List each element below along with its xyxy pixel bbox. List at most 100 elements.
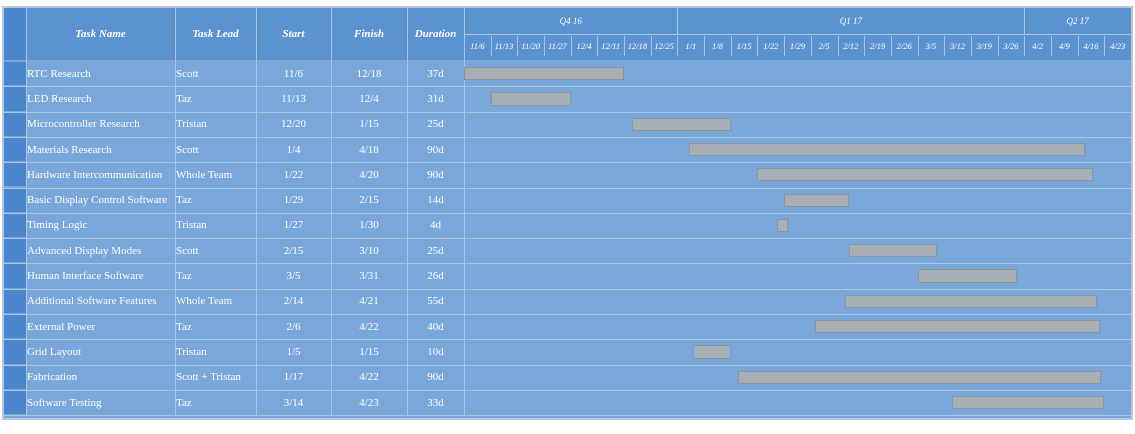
task-name-cell[interactable]: RTC Research xyxy=(27,67,91,80)
task-start-cell[interactable]: 2/14 xyxy=(283,295,304,308)
task-lead-cell[interactable]: Taz xyxy=(176,92,192,105)
task-lead-cell[interactable]: Taz xyxy=(176,270,192,283)
row-index-cell[interactable] xyxy=(4,289,26,313)
task-duration-cell[interactable]: 90d xyxy=(427,371,444,384)
column-header-duration[interactable]: Duration xyxy=(414,28,457,40)
task-start-cell[interactable]: 1/4 xyxy=(286,143,301,156)
task-duration-cell[interactable]: 55d xyxy=(427,295,444,308)
task-lead-cell[interactable]: Taz xyxy=(176,194,192,207)
task-lead-cell[interactable]: Taz xyxy=(176,320,192,333)
task-finish-cell[interactable]: 4/21 xyxy=(359,295,379,308)
row-index-cell[interactable] xyxy=(4,112,26,136)
task-duration-cell[interactable]: 10d xyxy=(427,345,444,358)
task-start-cell[interactable]: 1/17 xyxy=(283,371,304,384)
task-start-cell[interactable]: 3/5 xyxy=(286,270,301,283)
task-name-cell[interactable]: Basic Display Control Software xyxy=(27,194,168,207)
task-bar[interactable] xyxy=(814,320,1101,334)
task-bar[interactable] xyxy=(688,142,1086,157)
task-bar[interactable] xyxy=(776,218,788,233)
column-header-start[interactable]: Start xyxy=(282,28,305,40)
row-index-cell[interactable] xyxy=(4,315,26,339)
task-lead-cell[interactable]: Taz xyxy=(176,396,192,409)
row-index-cell[interactable] xyxy=(4,239,26,263)
task-finish-cell[interactable]: 1/30 xyxy=(359,219,379,232)
task-finish-cell[interactable]: 4/22 xyxy=(359,320,379,333)
task-start-cell[interactable]: 3/14 xyxy=(283,396,304,409)
row-index-cell[interactable] xyxy=(4,87,26,111)
task-name-cell[interactable]: Software Testing xyxy=(27,396,102,409)
task-name-cell[interactable]: Microcontroller Research xyxy=(27,118,140,131)
task-bar[interactable] xyxy=(845,294,1097,308)
column-header-finish[interactable]: Finish xyxy=(354,28,384,40)
task-finish-cell[interactable]: 4/20 xyxy=(359,168,379,181)
task-bar[interactable] xyxy=(917,269,1017,283)
task-duration-cell[interactable]: 40d xyxy=(427,320,444,333)
task-finish-cell[interactable]: 2/15 xyxy=(359,194,379,207)
task-name-cell[interactable]: Hardware Intercommunication xyxy=(27,168,163,181)
task-name-cell[interactable]: Materials Research xyxy=(27,143,112,156)
task-lead-cell[interactable]: Whole Team xyxy=(176,168,233,181)
row-index-cell[interactable] xyxy=(4,264,26,288)
task-finish-cell[interactable]: 12/18 xyxy=(356,67,382,80)
task-start-cell[interactable]: 12/20 xyxy=(280,118,307,131)
row-index-cell[interactable] xyxy=(4,365,26,389)
task-name-cell[interactable]: Advanced Display Modes xyxy=(27,244,142,257)
task-lead-cell[interactable]: Whole Team xyxy=(176,295,233,308)
task-start-cell[interactable]: 2/15 xyxy=(283,244,304,257)
task-bar[interactable] xyxy=(692,345,731,359)
task-start-cell[interactable]: 11/6 xyxy=(283,67,304,80)
task-duration-cell[interactable]: 90d xyxy=(427,143,444,156)
task-name-cell[interactable]: LED Research xyxy=(27,92,92,105)
task-name-cell[interactable]: Grid Layout xyxy=(27,345,82,358)
task-lead-cell[interactable]: Scott + Tristan xyxy=(176,371,241,384)
task-finish-cell[interactable]: 4/22 xyxy=(359,371,379,384)
task-lead-cell[interactable]: Scott xyxy=(176,244,199,257)
task-start-cell[interactable]: 1/5 xyxy=(286,345,301,358)
task-duration-cell[interactable]: 26d xyxy=(427,270,444,283)
task-finish-cell[interactable]: 12/4 xyxy=(359,92,379,105)
task-bar[interactable] xyxy=(757,168,1093,182)
row-index-cell[interactable] xyxy=(4,188,26,212)
task-lead-cell[interactable]: Tristan xyxy=(176,219,207,232)
task-name-cell[interactable]: Timing Logic xyxy=(27,219,88,232)
task-name-cell[interactable]: External Power xyxy=(27,320,96,333)
task-name-cell[interactable]: Human Interface Software xyxy=(27,270,144,283)
column-header-task-name[interactable]: Task Name xyxy=(75,28,126,40)
task-duration-cell[interactable]: 25d xyxy=(427,118,444,131)
row-index-cell[interactable] xyxy=(4,390,26,415)
row-index-cell[interactable] xyxy=(4,62,26,86)
row-index-cell[interactable] xyxy=(4,213,26,238)
task-duration-cell[interactable]: 90d xyxy=(427,168,444,181)
task-bar[interactable] xyxy=(490,92,571,106)
task-bar[interactable] xyxy=(464,67,625,81)
task-start-cell[interactable]: 1/27 xyxy=(283,219,304,232)
row-index-cell[interactable] xyxy=(4,163,26,187)
task-bar[interactable] xyxy=(784,193,849,207)
task-start-cell[interactable]: 1/29 xyxy=(283,194,304,207)
task-lead-cell[interactable]: Scott xyxy=(176,143,199,156)
task-name-cell[interactable]: Fabrication xyxy=(27,371,78,384)
task-lead-cell[interactable]: Tristan xyxy=(176,118,207,131)
task-finish-cell[interactable]: 4/18 xyxy=(359,143,379,156)
task-finish-cell[interactable]: 4/23 xyxy=(359,396,379,409)
task-duration-cell[interactable]: 37d xyxy=(427,67,444,80)
row-index-cell[interactable] xyxy=(4,137,26,162)
task-name-cell[interactable]: Additional Software Features xyxy=(27,295,157,308)
task-start-cell[interactable]: 2/6 xyxy=(286,320,301,333)
task-bar[interactable] xyxy=(738,370,1101,384)
column-header-task-lead[interactable]: Task Lead xyxy=(192,28,239,40)
task-start-cell[interactable]: 1/22 xyxy=(283,168,304,181)
task-bar[interactable] xyxy=(631,117,731,131)
task-finish-cell[interactable]: 3/31 xyxy=(359,270,379,283)
task-finish-cell[interactable]: 1/15 xyxy=(359,118,379,131)
task-lead-cell[interactable]: Tristan xyxy=(176,345,207,358)
task-finish-cell[interactable]: 1/15 xyxy=(359,345,379,358)
task-duration-cell[interactable]: 4d xyxy=(430,219,441,232)
task-lead-cell[interactable]: Scott xyxy=(176,67,199,80)
row-index-cell[interactable] xyxy=(4,340,26,364)
task-duration-cell[interactable]: 14d xyxy=(427,194,444,207)
task-start-cell[interactable]: 11/13 xyxy=(281,92,306,105)
task-bar[interactable] xyxy=(848,244,937,258)
task-bar[interactable] xyxy=(951,395,1105,410)
task-duration-cell[interactable]: 25d xyxy=(427,244,444,257)
